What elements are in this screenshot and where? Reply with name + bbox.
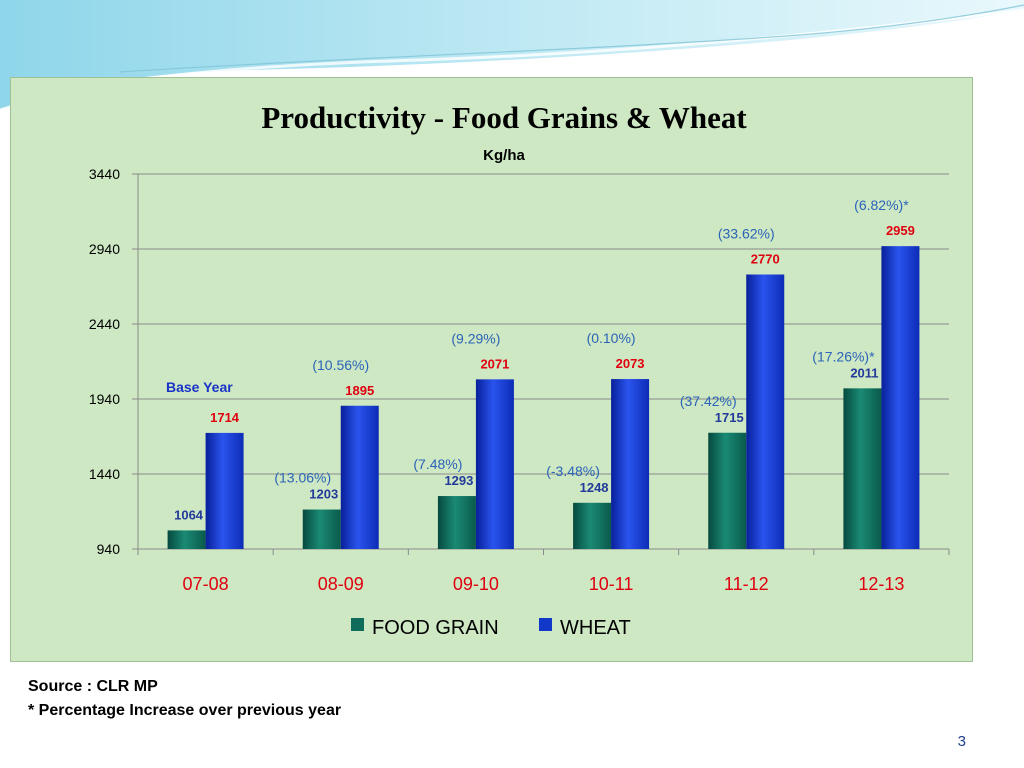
legend-label-food-grain: FOOD GRAIN (372, 617, 499, 639)
legend: FOOD GRAIN WHEAT (351, 617, 631, 639)
pct-label-food-grain: (-3.48%) (546, 463, 600, 479)
legend-label-wheat: WHEAT (560, 617, 631, 639)
x-tick-label: 08-09 (318, 574, 364, 594)
pct-label-wheat: (6.82%)* (854, 197, 909, 213)
chart-area: Productivity - Food Grains & Wheat Kg/ha… (10, 77, 973, 662)
page-number: 3 (957, 733, 966, 750)
bar-wheat-10-11 (611, 379, 650, 549)
unit-label: Kg/ha (483, 147, 525, 164)
footnote: * Percentage Increase over previous year (28, 702, 342, 719)
y-tick-label: 1940 (89, 391, 120, 407)
source-note: Source : CLR MP (28, 678, 158, 695)
data-label-wheat: 2073 (616, 356, 645, 371)
x-tick-label: 12-13 (858, 574, 904, 594)
data-labels: 1064 1714 1203 1895 (13.06%) (10.56%) 1293 2071… (174, 197, 915, 522)
legend-swatch-food-grain (351, 618, 364, 631)
bar-wheat-12-13 (881, 246, 920, 549)
data-label-wheat: 2770 (751, 252, 780, 267)
data-label-food-grain: 1064 (174, 507, 204, 522)
gridlines (132, 173, 950, 555)
data-label-food-grain: 1715 (715, 410, 744, 425)
data-label-wheat: 2071 (480, 356, 509, 371)
x-tick-label: 09-10 (453, 574, 499, 594)
pct-label-wheat: (10.56%) (312, 357, 369, 373)
x-tick-label: 10-11 (589, 574, 634, 594)
pct-label-food-grain: (17.26%)* (812, 348, 875, 364)
pct-label-food-grain: (13.06%) (274, 470, 331, 486)
bar-food-grain-12-13 (843, 388, 882, 549)
y-tick-label: 2940 (89, 241, 120, 257)
chart-title: Productivity - Food Grains & Wheat (261, 100, 747, 135)
pct-label-food-grain: (7.48%) (413, 456, 462, 472)
bar-wheat-11-12 (746, 274, 785, 549)
bar-food-grain-11-12 (708, 432, 747, 549)
data-label-food-grain: 1293 (444, 473, 473, 488)
x-axis-ticks: 07-08 08-09 09-10 10-11 11-12 12-13 (183, 574, 905, 594)
bars (167, 246, 920, 549)
y-tick-label: 940 (97, 541, 121, 557)
data-label-food-grain: 1248 (580, 480, 609, 495)
bar-chart: Productivity - Food Grains & Wheat Kg/ha… (89, 100, 950, 639)
data-label-wheat: 1714 (210, 410, 240, 425)
y-tick-label: 1440 (89, 466, 120, 482)
data-label-wheat: 2959 (886, 223, 915, 238)
y-tick-label: 3440 (89, 166, 120, 182)
bar-wheat-08-09 (340, 405, 379, 549)
bar-food-grain-09-10 (437, 496, 476, 549)
pct-label-wheat: (33.62%) (718, 226, 775, 242)
legend-swatch-wheat (539, 618, 552, 631)
x-tick-label: 07-08 (183, 574, 229, 594)
bar-wheat-09-10 (475, 379, 514, 549)
data-label-food-grain: 2011 (850, 365, 878, 380)
pct-label-food-grain: (37.42%) (680, 393, 737, 409)
pct-label-wheat: (0.10%) (587, 330, 636, 346)
y-tick-label: 2440 (89, 316, 120, 332)
base-year-label: Base Year (166, 379, 233, 395)
data-label-wheat: 1895 (345, 383, 374, 398)
pct-label-wheat: (9.29%) (451, 330, 500, 346)
bar-food-grain-10-11 (573, 502, 612, 549)
bar-food-grain-08-09 (302, 509, 341, 549)
data-label-food-grain: 1203 (309, 487, 338, 502)
x-tick-label: 11-12 (724, 574, 769, 594)
bar-food-grain-07-08 (167, 530, 206, 549)
y-axis-ticks: 940 1440 1940 2440 2940 3440 (89, 166, 120, 557)
bar-wheat-07-08 (205, 432, 244, 549)
